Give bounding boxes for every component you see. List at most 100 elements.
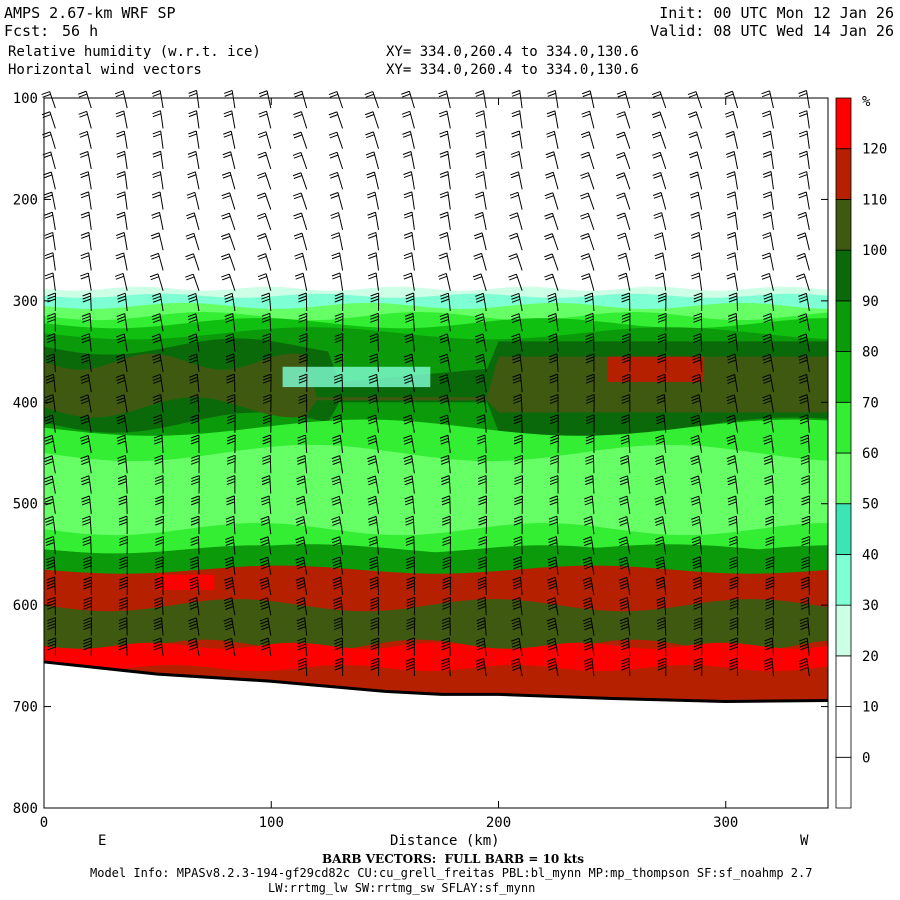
wind-barb-flag [83, 599, 92, 604]
wind-barb-flag [224, 620, 233, 625]
wind-barb-flag [801, 535, 810, 540]
wind-barb-flag [801, 521, 810, 526]
wind-barb-flag [295, 539, 305, 544]
wind-barb-flag [620, 434, 629, 439]
wind-barb-flag [294, 215, 303, 220]
wind-barb-flag [691, 518, 700, 523]
wind-barb-flag [261, 501, 270, 506]
wind-barb [336, 172, 344, 190]
wind-barb-flag [152, 171, 161, 176]
wind-barb-flag [508, 273, 517, 278]
wind-barb-flag [550, 420, 559, 425]
wind-barb-flag [331, 272, 341, 277]
wind-barb-flag [45, 379, 55, 384]
wind-barb [300, 172, 308, 190]
wind-barb-flag [439, 234, 448, 239]
wind-barb-flag [258, 90, 268, 95]
wind-barb-flag [582, 90, 591, 95]
wind-barb-flag [328, 131, 338, 136]
wind-barb-flag [332, 417, 342, 422]
rh-patch-teal [282, 366, 431, 388]
wind-barb-flag [440, 440, 449, 445]
wind-barb-flag [259, 113, 268, 118]
wind-barb-flag [621, 292, 630, 297]
wind-barb-flag [155, 501, 164, 506]
wind-barb-flag [799, 400, 809, 405]
wind-barb [446, 232, 451, 251]
wind-barb [50, 151, 56, 170]
wind-barb-flag [155, 495, 164, 500]
wind-barb-flag [690, 194, 699, 199]
wind-barb-flag [801, 559, 810, 564]
wind-barb-flag [693, 602, 702, 607]
wind-barb-flag [329, 192, 339, 196]
wind-barb-flag [80, 397, 89, 402]
wind-barb-flag [618, 275, 628, 280]
wind-barb-flag [797, 255, 806, 260]
wind-barb-flag [186, 212, 195, 217]
wind-barb-flag [403, 353, 413, 358]
wind-barb-flag [334, 379, 343, 384]
wind-barb-flag [476, 620, 486, 625]
wind-barb-flag [81, 478, 90, 483]
wind-barb-flag [478, 538, 487, 543]
wind-barb-flag [474, 313, 484, 318]
wind-barb-flag [330, 232, 340, 237]
wind-barb-flag [729, 602, 738, 607]
wind-barb-flag [620, 605, 629, 610]
wind-barb-flag [405, 515, 414, 520]
wind-barb-flag [508, 253, 517, 258]
wind-barb [772, 495, 774, 514]
wind-barb-flag [476, 153, 485, 158]
wind-barb [157, 253, 164, 271]
wind-barb-flag [765, 515, 774, 520]
wind-barb-flag [652, 151, 661, 156]
wind-barb-flag [262, 434, 271, 439]
wind-barb-flag [657, 657, 667, 662]
wind-barb [516, 212, 523, 230]
wind-barb-flag [366, 171, 375, 176]
wind-barb-flag [221, 212, 230, 217]
wind-barb-flag [762, 130, 771, 135]
wind-barb-flag [402, 93, 411, 98]
wind-barb-flag [332, 481, 341, 486]
wind-barb-flag [152, 90, 161, 94]
wind-barb-flag [476, 359, 485, 364]
wind-barb-flag [656, 582, 665, 587]
wind-barb-flag [764, 660, 773, 665]
wind-barb [50, 171, 56, 190]
wind-barb-flag [585, 336, 594, 341]
wind-barb-flag [295, 536, 304, 541]
wind-barb-flag [188, 336, 197, 341]
colorbar-segment [835, 452, 852, 505]
wind-barb-flag [690, 174, 699, 179]
valid-time: Valid: 08 UTC Wed 14 Jan 26 [650, 22, 894, 40]
wind-barb-flag [154, 626, 163, 631]
wind-barb-flag [478, 501, 487, 506]
wind-barb-flag [441, 501, 451, 506]
wind-barb-flag [475, 292, 484, 297]
wind-barb-flag [298, 420, 307, 425]
wind-barb [302, 253, 308, 271]
wind-barb-flag [223, 89, 233, 94]
wind-barb-flag [477, 599, 486, 604]
wind-barb-flag [442, 576, 451, 581]
wind-barb-flag [511, 295, 520, 300]
wind-barb-flag [190, 417, 199, 422]
wind-barb-flag [513, 565, 522, 570]
wind-barb-flag [118, 620, 128, 625]
wind-barb-flag [475, 339, 485, 344]
wind-barb-flag [82, 556, 92, 561]
wind-barb-flag [224, 600, 233, 605]
wind-barb [228, 253, 236, 271]
wind-barb [698, 272, 703, 291]
wind-barb-flag [44, 414, 53, 419]
wind-barb [518, 171, 523, 190]
wind-barb-flag [765, 576, 774, 581]
wind-barb-flag [548, 339, 558, 344]
wind-barb-flag [513, 515, 523, 520]
wind-barb-flag [476, 646, 486, 651]
wind-barb-flag [297, 657, 307, 662]
wind-barb-flag [621, 663, 630, 668]
wind-barb-flag [406, 596, 415, 601]
